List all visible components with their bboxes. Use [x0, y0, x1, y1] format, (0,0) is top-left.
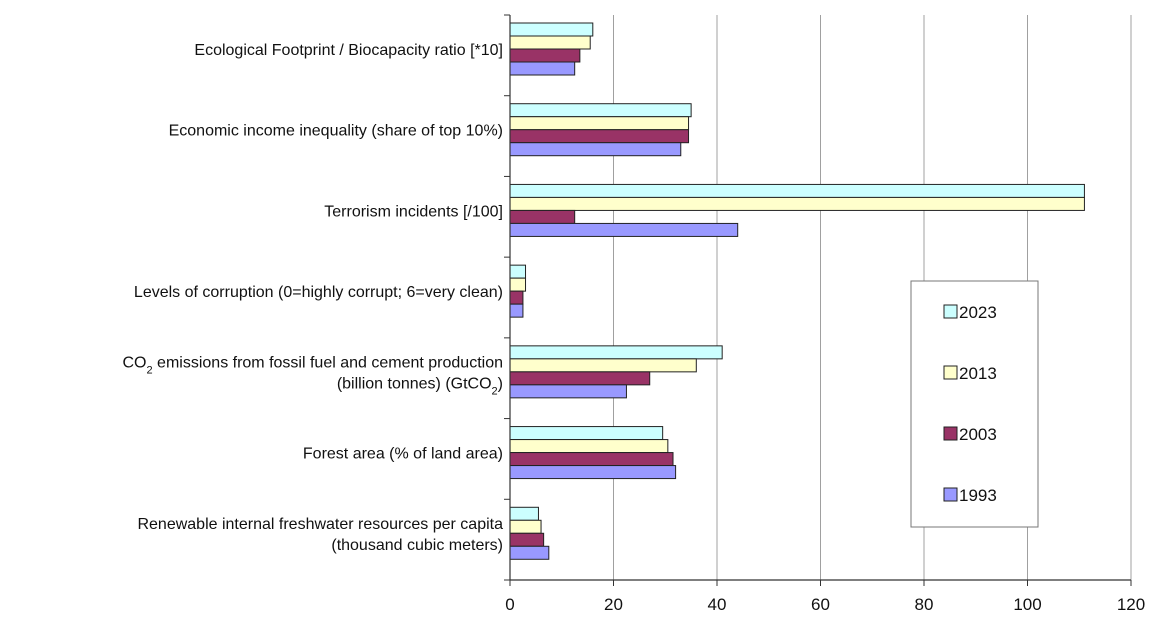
category-label: Ecological Footprint / Biocapacity ratio… — [194, 42, 503, 59]
bar-1993-cat-6 — [509, 545, 550, 560]
bar-2013-cat-0 — [509, 35, 591, 50]
category-label: CO2 emissions from fossil fuel and cemen… — [122, 354, 503, 376]
bar-2013-cat-4 — [509, 358, 697, 373]
bar-2013-cat-1 — [509, 116, 690, 131]
bar-2023-cat-4 — [509, 345, 723, 360]
legend-label-2013: 2013 — [959, 364, 997, 383]
x-tick-label: 40 — [708, 595, 727, 614]
category-label: Economic income inequality (share of top… — [169, 123, 503, 140]
bar-2013-cat-2 — [509, 196, 1085, 211]
bar-2013-cat-3 — [509, 277, 527, 292]
bar-2023-cat-2 — [509, 183, 1085, 198]
bar-2003-cat-2 — [509, 209, 576, 224]
category-label: Renewable internal freshwater resources … — [137, 516, 503, 533]
bar-2023-cat-0 — [509, 22, 594, 37]
x-tick-label: 80 — [915, 595, 934, 614]
bar-2023-cat-5 — [509, 426, 664, 441]
legend-swatch-2013 — [943, 365, 958, 380]
x-tick-labels: 0 20 40 60 80 100 120 — [505, 595, 1145, 614]
category-label: Terrorism incidents [/100] — [324, 203, 503, 220]
category-labels: Ecological Footprint / Biocapacity ratio… — [122, 42, 503, 554]
legend-swatch-2023 — [943, 304, 958, 319]
category-label: Levels of corruption (0=highly corrupt; … — [134, 284, 503, 301]
axes — [504, 14, 1132, 586]
bar-1993-cat-1 — [509, 142, 682, 157]
bar-2023-cat-6 — [509, 506, 539, 521]
x-tick-label: 100 — [1013, 595, 1041, 614]
category-label: (billion tonnes) (GtCO2) — [337, 375, 503, 397]
x-tick-label: 120 — [1117, 595, 1145, 614]
bar-1993-cat-2 — [509, 222, 739, 237]
legend-swatch-2003 — [943, 426, 958, 441]
legend-label-1993: 1993 — [959, 486, 997, 505]
legend-box — [910, 280, 1039, 528]
bar-2013-cat-5 — [509, 439, 669, 454]
bar-2003-cat-5 — [509, 452, 674, 467]
x-tick-label: 0 — [505, 595, 514, 614]
bar-1993-cat-5 — [509, 465, 677, 480]
legend-label-2023: 2023 — [959, 303, 997, 322]
legend: 2023 2013 2003 1993 — [910, 280, 1039, 528]
bar-2003-cat-3 — [509, 290, 524, 305]
x-tick-label: 20 — [604, 595, 623, 614]
legend-swatch-1993 — [943, 487, 958, 502]
category-label: (thousand cubic meters) — [331, 537, 503, 554]
legend-label-2003: 2003 — [959, 425, 997, 444]
gridlines — [613, 15, 1132, 580]
category-label: Forest area (% of land area) — [303, 446, 503, 463]
bar-2003-cat-0 — [509, 48, 581, 63]
bar-2023-cat-3 — [509, 264, 527, 279]
x-tick-label: 60 — [811, 595, 830, 614]
bar-1993-cat-0 — [509, 61, 576, 76]
bar-2023-cat-1 — [509, 103, 692, 118]
bar-2013-cat-6 — [509, 519, 542, 534]
bar-2003-cat-1 — [509, 129, 690, 144]
bar-2003-cat-4 — [509, 371, 651, 386]
bar-2003-cat-6 — [509, 532, 545, 547]
bar-1993-cat-4 — [509, 384, 627, 399]
bar-1993-cat-3 — [509, 303, 524, 318]
